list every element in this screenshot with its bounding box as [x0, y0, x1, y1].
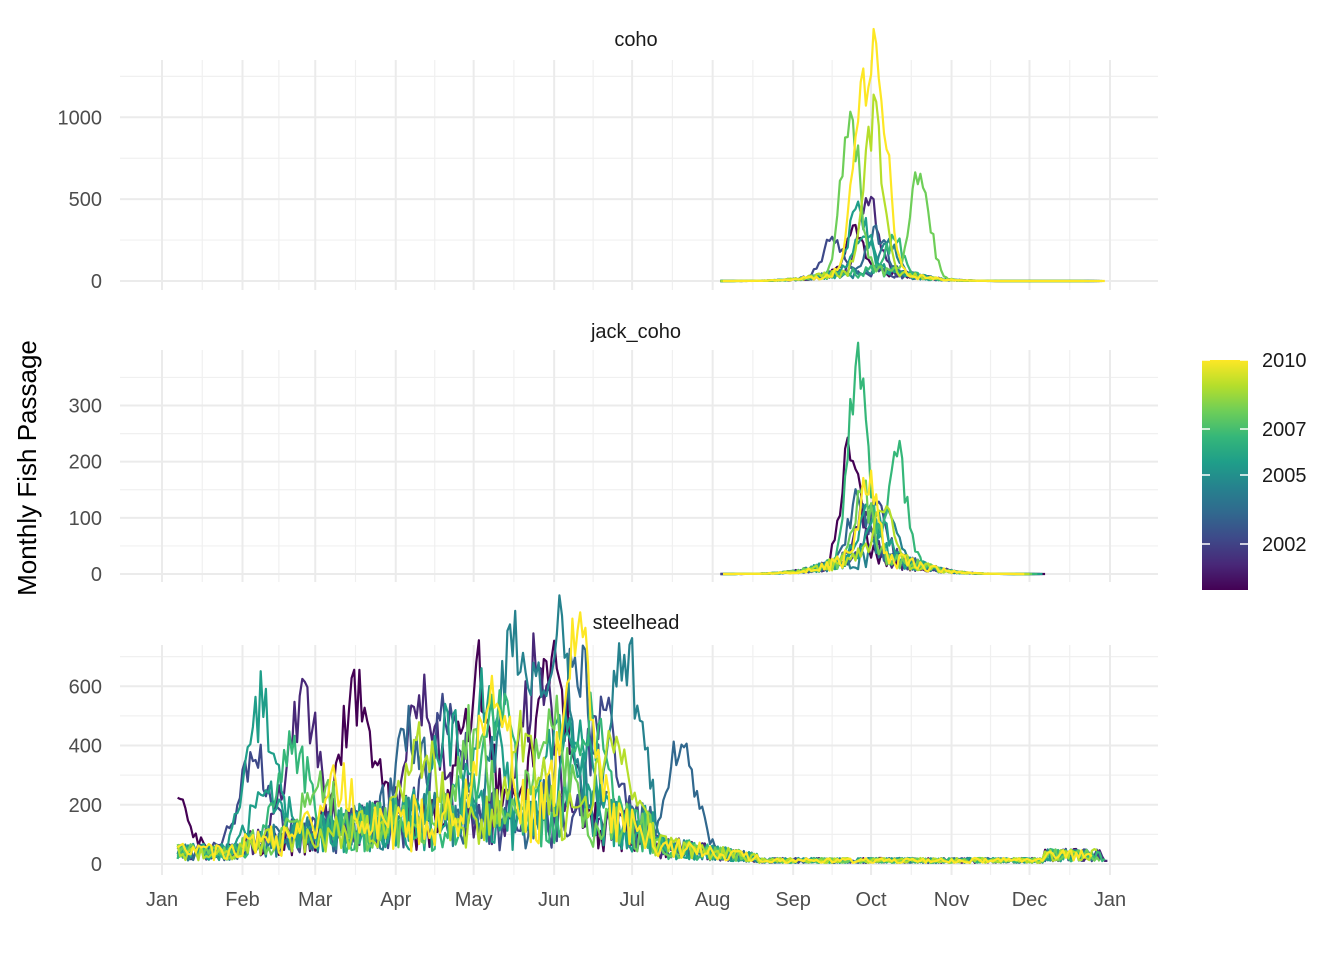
y-tick-label: 400 — [69, 736, 102, 758]
y-tick-label: 0 — [91, 854, 102, 876]
legend-label: 2010 — [1262, 350, 1307, 372]
x-tick-label: Jan — [146, 889, 178, 911]
series-line-2010 — [723, 469, 1025, 576]
panel-title: steelhead — [593, 612, 680, 634]
y-tick-label: 300 — [69, 396, 102, 418]
series-line-2010 — [176, 611, 1093, 865]
x-tick-label: Apr — [380, 889, 411, 911]
panel-steelhead: steelhead 0 200 400 600 — [69, 594, 1158, 876]
x-tick-label: Jan — [1094, 889, 1126, 911]
series-line-2010 — [723, 27, 1105, 283]
x-tick-label: Oct — [855, 889, 887, 911]
x-tick-label: Jul — [619, 889, 645, 911]
panels: coho 0 500 1000 jack_coho 0 100 200 300 steelhead… — [58, 27, 1158, 876]
year-colorbar-legend: 2010 2007 2005 2002 — [1202, 350, 1307, 590]
x-tick-label: May — [455, 889, 493, 911]
x-tick-label: Dec — [1012, 889, 1048, 911]
x-tick-label: Nov — [934, 889, 970, 911]
x-axis: Jan Feb Mar Apr May Jun Jul Aug Sep Oct Nov Dec Jan — [146, 889, 1126, 911]
legend-label: 2005 — [1262, 465, 1307, 487]
y-tick-label: 1000 — [58, 107, 103, 129]
series-line-2008 — [720, 110, 1087, 283]
x-tick-label: Sep — [775, 889, 811, 911]
y-tick-label: 100 — [69, 508, 102, 530]
y-tick-label: 0 — [91, 271, 102, 293]
y-tick-label: 500 — [69, 189, 102, 211]
y-tick-label: 600 — [69, 676, 102, 698]
x-tick-label: Jun — [538, 889, 570, 911]
y-tick-label: 200 — [69, 452, 102, 474]
panel-jack_coho: jack_coho 0 100 200 300 — [69, 321, 1158, 586]
x-tick-label: Feb — [225, 889, 259, 911]
legend-label: 2007 — [1262, 419, 1307, 441]
y-axis-title: Monthly Fish Passage — [12, 340, 42, 596]
panel-title: coho — [614, 29, 657, 51]
y-tick-label: 0 — [91, 564, 102, 586]
x-tick-label: Aug — [695, 889, 731, 911]
y-tick-label: 200 — [69, 795, 102, 817]
legend-label: 2002 — [1262, 534, 1307, 556]
x-tick-label: Mar — [298, 889, 333, 911]
panel-title: jack_coho — [590, 321, 681, 343]
panel-coho: coho 0 500 1000 — [58, 27, 1158, 293]
